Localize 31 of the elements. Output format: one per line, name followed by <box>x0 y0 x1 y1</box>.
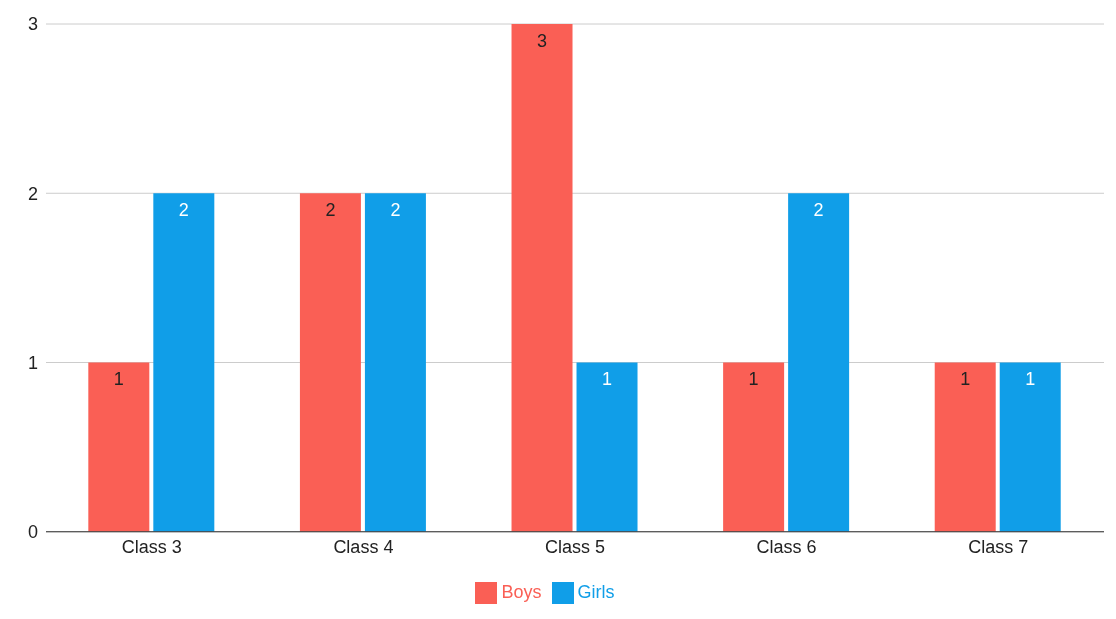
legend-label: Boys <box>501 581 542 602</box>
bar <box>788 193 850 532</box>
x-tick-label: Class 6 <box>756 536 817 557</box>
bar <box>723 362 785 532</box>
legend-label: Girls <box>577 581 615 602</box>
bar <box>511 24 573 532</box>
data-label: 2 <box>325 200 336 221</box>
x-tick-label: Class 5 <box>544 536 606 557</box>
data-label: 1 <box>748 369 759 390</box>
bar <box>934 362 996 532</box>
y-tick-label: 0 <box>27 522 38 543</box>
data-label: 2 <box>178 200 189 221</box>
data-label: 1 <box>113 369 124 390</box>
x-tick-label: Class 7 <box>968 536 1029 557</box>
x-tick-label: Class 4 <box>333 536 394 557</box>
y-tick-label: 3 <box>27 14 38 35</box>
data-label: 1 <box>602 369 613 390</box>
y-tick-label: 2 <box>27 183 38 204</box>
bar <box>88 362 150 532</box>
data-label: 2 <box>813 200 824 221</box>
bar <box>299 193 361 532</box>
bar <box>576 362 638 532</box>
y-tick-label: 1 <box>27 352 38 373</box>
data-label: 2 <box>390 200 401 221</box>
data-label: 1 <box>960 369 971 390</box>
x-tick-label: Class 3 <box>121 536 182 557</box>
bar <box>153 193 215 532</box>
data-label: 1 <box>1025 369 1036 390</box>
bar <box>999 362 1061 532</box>
data-label: 3 <box>537 30 548 51</box>
bar <box>364 193 426 532</box>
